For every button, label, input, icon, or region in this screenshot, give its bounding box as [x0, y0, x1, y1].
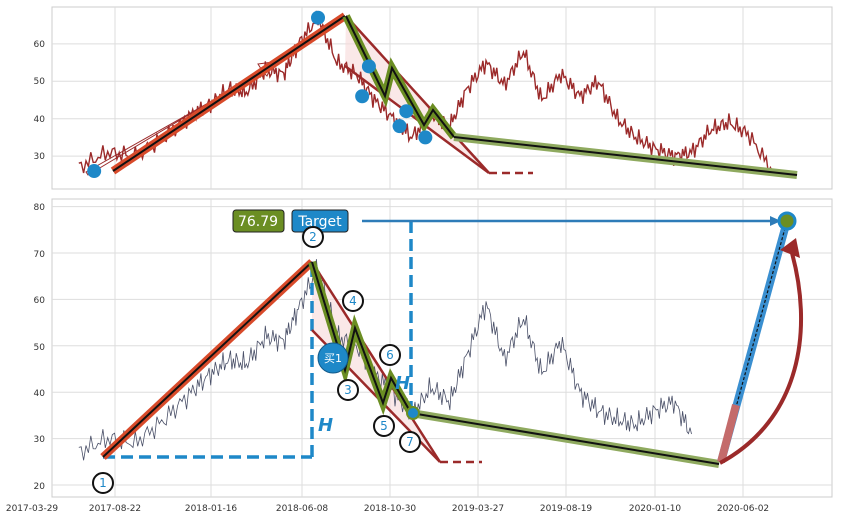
bottom-x-ticks: 2017-03-29 2017-08-22 2018-01-16 2018-06… — [6, 504, 769, 514]
bottom-xtick: 2017-08-22 — [89, 504, 141, 514]
top-ytick: 30 — [34, 152, 46, 162]
projection-arrowhead — [780, 238, 800, 258]
point-label-5: 5 — [373, 415, 395, 437]
bottom-xtick: 2018-10-30 — [364, 504, 417, 514]
bottom-ytick: 60 — [34, 296, 46, 306]
top-markers — [87, 10, 433, 179]
bottom-xtick: 2017-03-29 — [6, 504, 59, 514]
projection-start-segment — [717, 403, 740, 464]
top-ytick: 40 — [34, 115, 46, 125]
top-upper-channel — [345, 15, 490, 174]
point-label-4: 4 — [342, 290, 364, 312]
top-ytick: 60 — [34, 40, 46, 50]
top-pivot-marker — [399, 104, 414, 119]
bottom-ytick: 40 — [34, 389, 46, 399]
buy-marker — [317, 342, 349, 374]
bottom-y-ticks: 20 30 40 50 60 70 80 — [34, 203, 46, 492]
bottom-xtick: 2019-03-27 — [452, 504, 504, 514]
breakout-point-marker — [406, 406, 420, 420]
target-arrowhead — [770, 216, 781, 226]
top-pivot-marker — [361, 59, 376, 74]
bottom-grid — [52, 199, 832, 497]
target-label-text: Target — [297, 214, 342, 230]
bottom-ytick: 70 — [34, 250, 46, 260]
top-downtrend-core — [453, 136, 798, 176]
point-label-6-text: 6 — [386, 348, 394, 362]
top-pivot-marker — [418, 130, 433, 145]
bottom-downtrend-core — [410, 412, 720, 465]
point-label-6: 6 — [379, 344, 401, 366]
point-label-1: 1 — [92, 472, 114, 494]
target-value-badge — [232, 209, 285, 233]
h-label-right: H — [395, 373, 410, 394]
point-label-7-text: 7 — [406, 435, 414, 449]
top-pivot-marker — [355, 89, 370, 104]
top-pivot-marker — [392, 119, 407, 134]
bottom-panel-frame — [51, 198, 833, 498]
bottom-series-line — [78, 259, 692, 461]
top-pivot-marker — [311, 10, 326, 25]
target-point-marker — [777, 211, 797, 231]
point-label-3-text: 3 — [344, 383, 352, 397]
bottom-upper-channel — [310, 261, 442, 463]
bottom-xtick: 2018-06-08 — [276, 504, 329, 514]
bottom-xtick: 2018-01-16 — [185, 504, 238, 514]
bottom-xtick: 2019-08-19 — [540, 504, 593, 514]
bottom-xtick: 2020-06-02 — [717, 504, 769, 514]
top-zigzag-core — [345, 15, 455, 138]
top-panel-frame — [51, 6, 833, 190]
bottom-price-series — [78, 259, 692, 461]
top-pivot-marker — [87, 164, 102, 179]
bottom-ytick: 30 — [34, 435, 46, 445]
point-label-7: 7 — [399, 431, 421, 453]
top-y-ticks: 30 40 50 60 — [34, 40, 46, 162]
point-label-3: 3 — [337, 379, 359, 401]
buy-label: 买1 — [324, 352, 342, 365]
point-label-5-text: 5 — [380, 419, 388, 433]
bottom-ytick: 50 — [34, 343, 46, 353]
h-label-left: H — [318, 415, 333, 436]
bottom-ytick: 80 — [34, 203, 46, 213]
bottom-uptrend-core — [102, 261, 313, 458]
target-value-text: 76.79 — [238, 214, 278, 230]
point-label-1-text: 1 — [99, 476, 107, 490]
point-label-2-text: 2 — [309, 230, 317, 244]
projection-curved-arrow — [719, 245, 804, 465]
top-grid — [52, 7, 832, 189]
top-uptrend-core — [112, 15, 346, 172]
point-label-2: 2 — [302, 226, 324, 248]
bottom-xtick: 2020-01-10 — [629, 504, 682, 514]
bottom-ytick: 20 — [34, 482, 46, 492]
top-ytick: 50 — [34, 77, 46, 87]
point-label-4-text: 4 — [349, 294, 357, 308]
